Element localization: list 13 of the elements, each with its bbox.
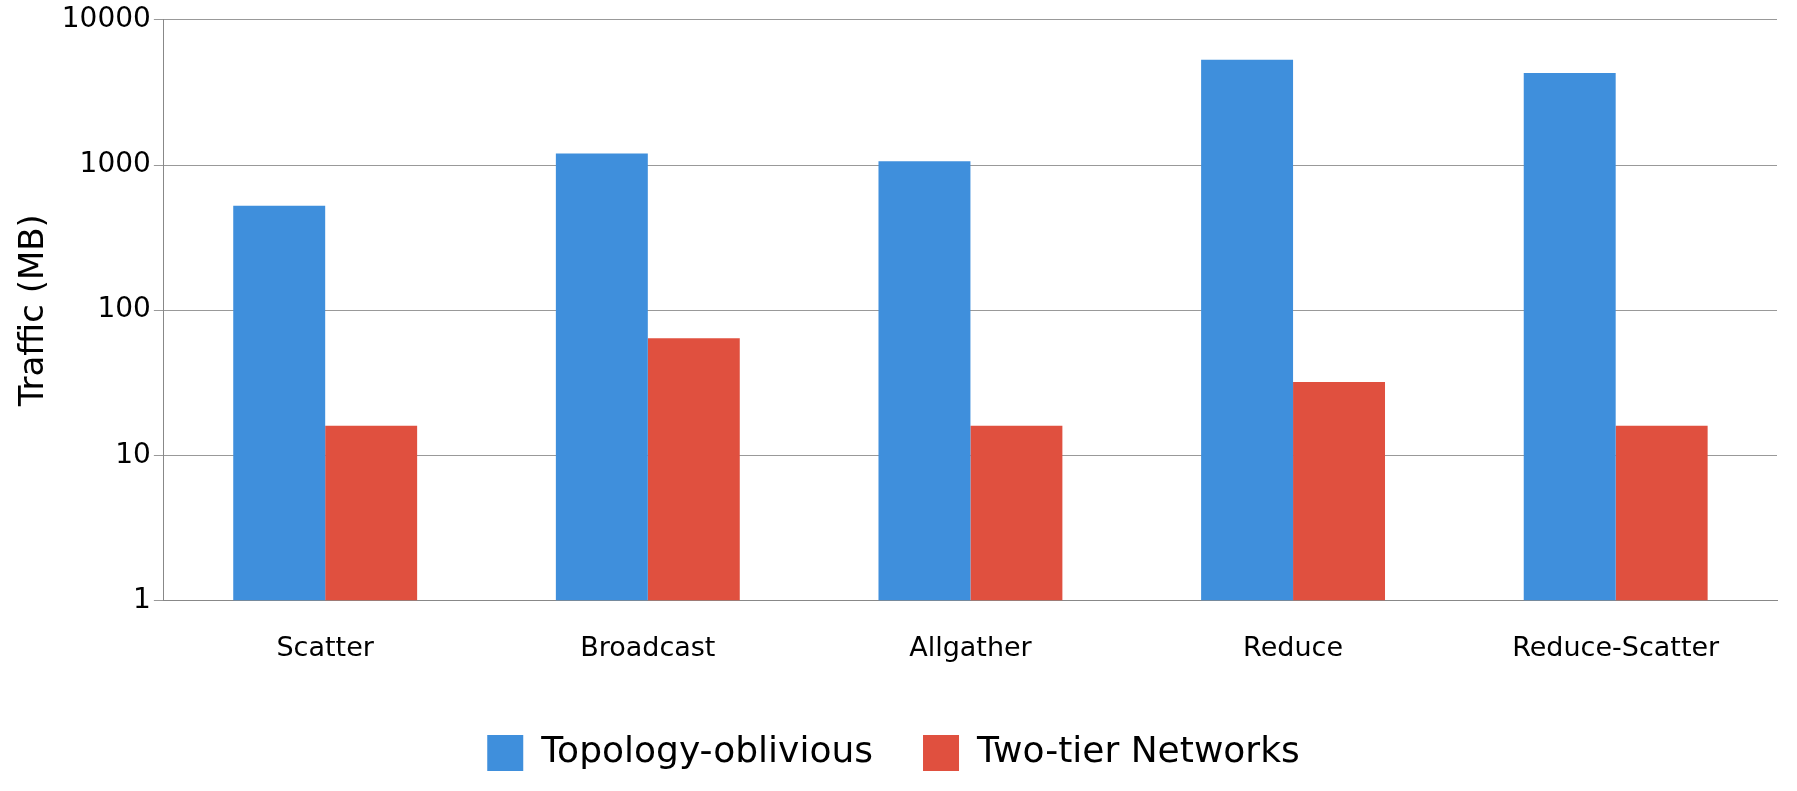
y-tick-label: 10000 xyxy=(61,1,151,35)
x-tick-label: Allgather xyxy=(909,630,1033,662)
x-tick-label: Scatter xyxy=(276,630,375,662)
x-tick-label: Reduce xyxy=(1243,630,1343,662)
legend-label: Topology-oblivious xyxy=(540,729,874,771)
y-axis-title: Traffic (MB) xyxy=(11,214,52,408)
y-tick-label: 1000 xyxy=(79,146,151,180)
y-tick-label: 10 xyxy=(115,436,151,470)
y-tick-label: 1 xyxy=(133,581,151,615)
x-tick-label: Broadcast xyxy=(580,630,716,662)
x-tick-label: Reduce-Scatter xyxy=(1512,630,1721,662)
legend-label: Two-tier Networks xyxy=(976,729,1300,771)
y-tick-label: 100 xyxy=(97,291,151,325)
